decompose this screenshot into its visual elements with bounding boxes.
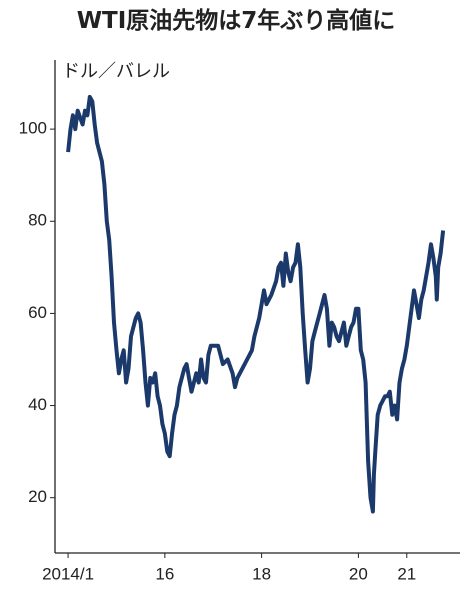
x-tick-label: 18 (252, 564, 271, 583)
price-line (66, 94, 446, 514)
y-axis-label: ドル／バレル (62, 61, 170, 82)
x-tick-label: 20 (349, 564, 368, 583)
x-tick-label: 2014/1 (42, 564, 94, 583)
y-tick-label: 40 (28, 395, 47, 414)
y-tick-label: 100 (19, 119, 47, 138)
chart-title: WTI原油先物は7年ぶり高値に (77, 7, 396, 34)
y-tick-label: 80 (28, 211, 47, 230)
x-tick-label: 21 (397, 564, 416, 583)
y-tick-label: 60 (28, 303, 47, 322)
x-tick-label: 16 (155, 564, 174, 583)
y-tick-label: 20 (28, 487, 47, 506)
